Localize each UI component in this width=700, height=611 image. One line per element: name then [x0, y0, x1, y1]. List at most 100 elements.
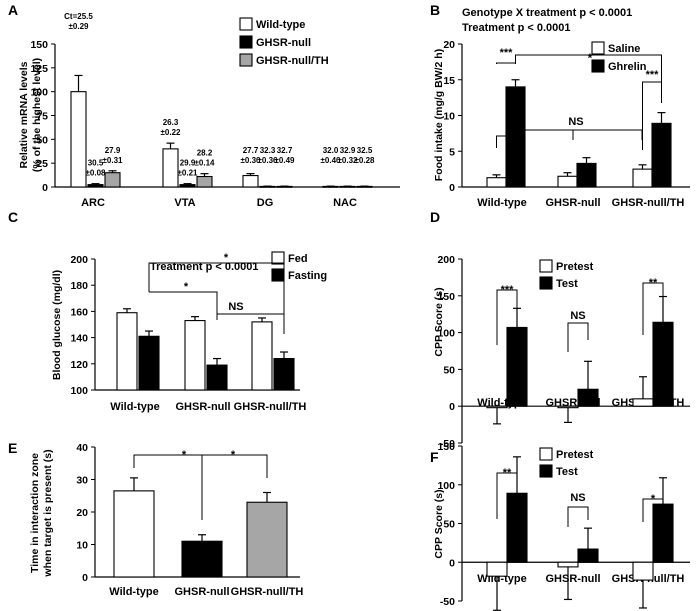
legend-label: GHSR-null — [256, 37, 311, 49]
significance-bracket — [505, 129, 643, 140]
legend-swatch — [539, 464, 553, 478]
bar — [506, 326, 528, 407]
y-tick-label: 180 — [70, 280, 88, 292]
bar — [251, 321, 273, 391]
legend-label: GHSR-null/TH — [256, 55, 329, 67]
bar — [486, 177, 507, 188]
bar — [632, 561, 654, 581]
x-category-label: NAC — [333, 197, 357, 209]
y-tick-label: 25 — [36, 158, 48, 170]
significance-bracket — [496, 62, 516, 64]
ct-label: ±0.29 — [69, 22, 90, 31]
y-axis-label-line: CPP Score (s) — [433, 489, 445, 558]
x-category-label: Wild-type — [477, 197, 526, 209]
y-tick-label: 120 — [70, 359, 88, 371]
y-tick-label: 100 — [70, 385, 88, 397]
ct-label: ±0.31 — [103, 156, 124, 165]
bar — [652, 321, 674, 407]
ct-label: Ct=25.5 — [64, 12, 93, 21]
y-axis-label: Blood glucose (mg/dl) — [51, 270, 63, 380]
y-tick-label: 0 — [82, 572, 88, 584]
y-tick-label: 50 — [443, 519, 455, 531]
y-tick-label: 100 — [437, 328, 455, 340]
ct-label: ±0.30 — [241, 156, 262, 165]
significance-bracket — [515, 54, 662, 100]
y-tick-label: 20 — [76, 507, 88, 519]
bar — [196, 175, 213, 188]
legend-swatch — [239, 53, 253, 67]
bar — [184, 320, 206, 391]
bar — [632, 168, 653, 188]
bar — [246, 501, 288, 578]
ct-label: ±0.28 — [355, 156, 376, 165]
significance-label: *** — [500, 47, 514, 59]
bar — [206, 364, 228, 391]
significance-bracket — [642, 282, 664, 335]
y-tick-label: 0 — [449, 401, 455, 413]
legend-swatch — [591, 41, 605, 55]
legend-swatch — [539, 276, 553, 290]
bar — [557, 175, 578, 188]
x-category-label: Wild-type — [109, 586, 158, 598]
y-tick-label: 5 — [449, 146, 455, 158]
stats-line: Genotype X treatment p < 0.0001 — [462, 7, 632, 19]
y-tick-label: 30 — [76, 475, 88, 487]
y-axis-label: Time in interaction zone when target is p… — [29, 449, 54, 577]
y-axis-label-line: Blood glucose (mg/dl) — [51, 270, 63, 380]
significance-label: ** — [649, 277, 658, 289]
significance-label: ** — [503, 467, 512, 479]
y-axis-label-line: when target is present (s) — [42, 449, 54, 577]
significance-label: NS — [568, 116, 583, 128]
y-axis-label-line: CPP Score (s) — [433, 287, 445, 356]
significance-bracket — [567, 506, 589, 527]
legend-label: Pretest — [556, 261, 594, 273]
y-axis-label: Food intake (mg/g BW/2 h) — [433, 49, 445, 181]
ct-label: 29.9 — [180, 159, 196, 168]
significance-label: * — [588, 51, 593, 65]
ct-label: 27.9 — [105, 146, 121, 155]
x-category-label: GHSR-null — [546, 573, 601, 585]
x-category-label: VTA — [174, 197, 195, 209]
y-tick-label: -50 — [440, 596, 455, 608]
ct-label: ±0.32 — [338, 156, 359, 165]
significance-bracket — [567, 322, 589, 352]
y-tick-label: 160 — [70, 306, 88, 318]
significance-bracket — [496, 472, 518, 519]
significance-label: NS — [570, 492, 585, 504]
bar — [70, 91, 87, 188]
x-category-label: GHSR-null — [546, 197, 601, 209]
legend-label: Fasting — [288, 270, 327, 282]
y-tick-label: 200 — [437, 254, 455, 266]
bar — [632, 398, 654, 407]
significance-label: NS — [228, 301, 243, 313]
ct-label: 32.5 — [357, 146, 373, 155]
bar — [486, 561, 508, 577]
ct-label: ±0.21 — [178, 169, 199, 178]
significance-bracket — [496, 289, 518, 345]
legend-label: Fed — [288, 253, 308, 265]
bar — [162, 148, 179, 188]
y-tick-label: 20 — [443, 39, 455, 51]
bar — [87, 184, 104, 188]
y-tick-label: 200 — [70, 254, 88, 266]
bar — [557, 561, 579, 568]
legend-swatch — [539, 447, 553, 461]
significance-label: * — [231, 449, 236, 461]
bar — [273, 358, 295, 391]
ct-label: 32.3 — [260, 146, 276, 155]
ct-label: 28.2 — [197, 149, 213, 158]
bar — [113, 490, 155, 578]
legend-label: Saline — [608, 43, 640, 55]
significance-bracket — [149, 291, 218, 320]
significance-bracket — [642, 81, 662, 150]
bar — [577, 548, 599, 563]
bar — [179, 184, 196, 188]
y-tick-label: 15 — [443, 75, 455, 87]
y-tick-label: 40 — [76, 442, 88, 454]
significance-label: *** — [646, 69, 660, 81]
y-tick-label: 50 — [443, 364, 455, 376]
x-category-label: Wild-type — [110, 401, 159, 413]
significance-label: * — [182, 449, 187, 461]
